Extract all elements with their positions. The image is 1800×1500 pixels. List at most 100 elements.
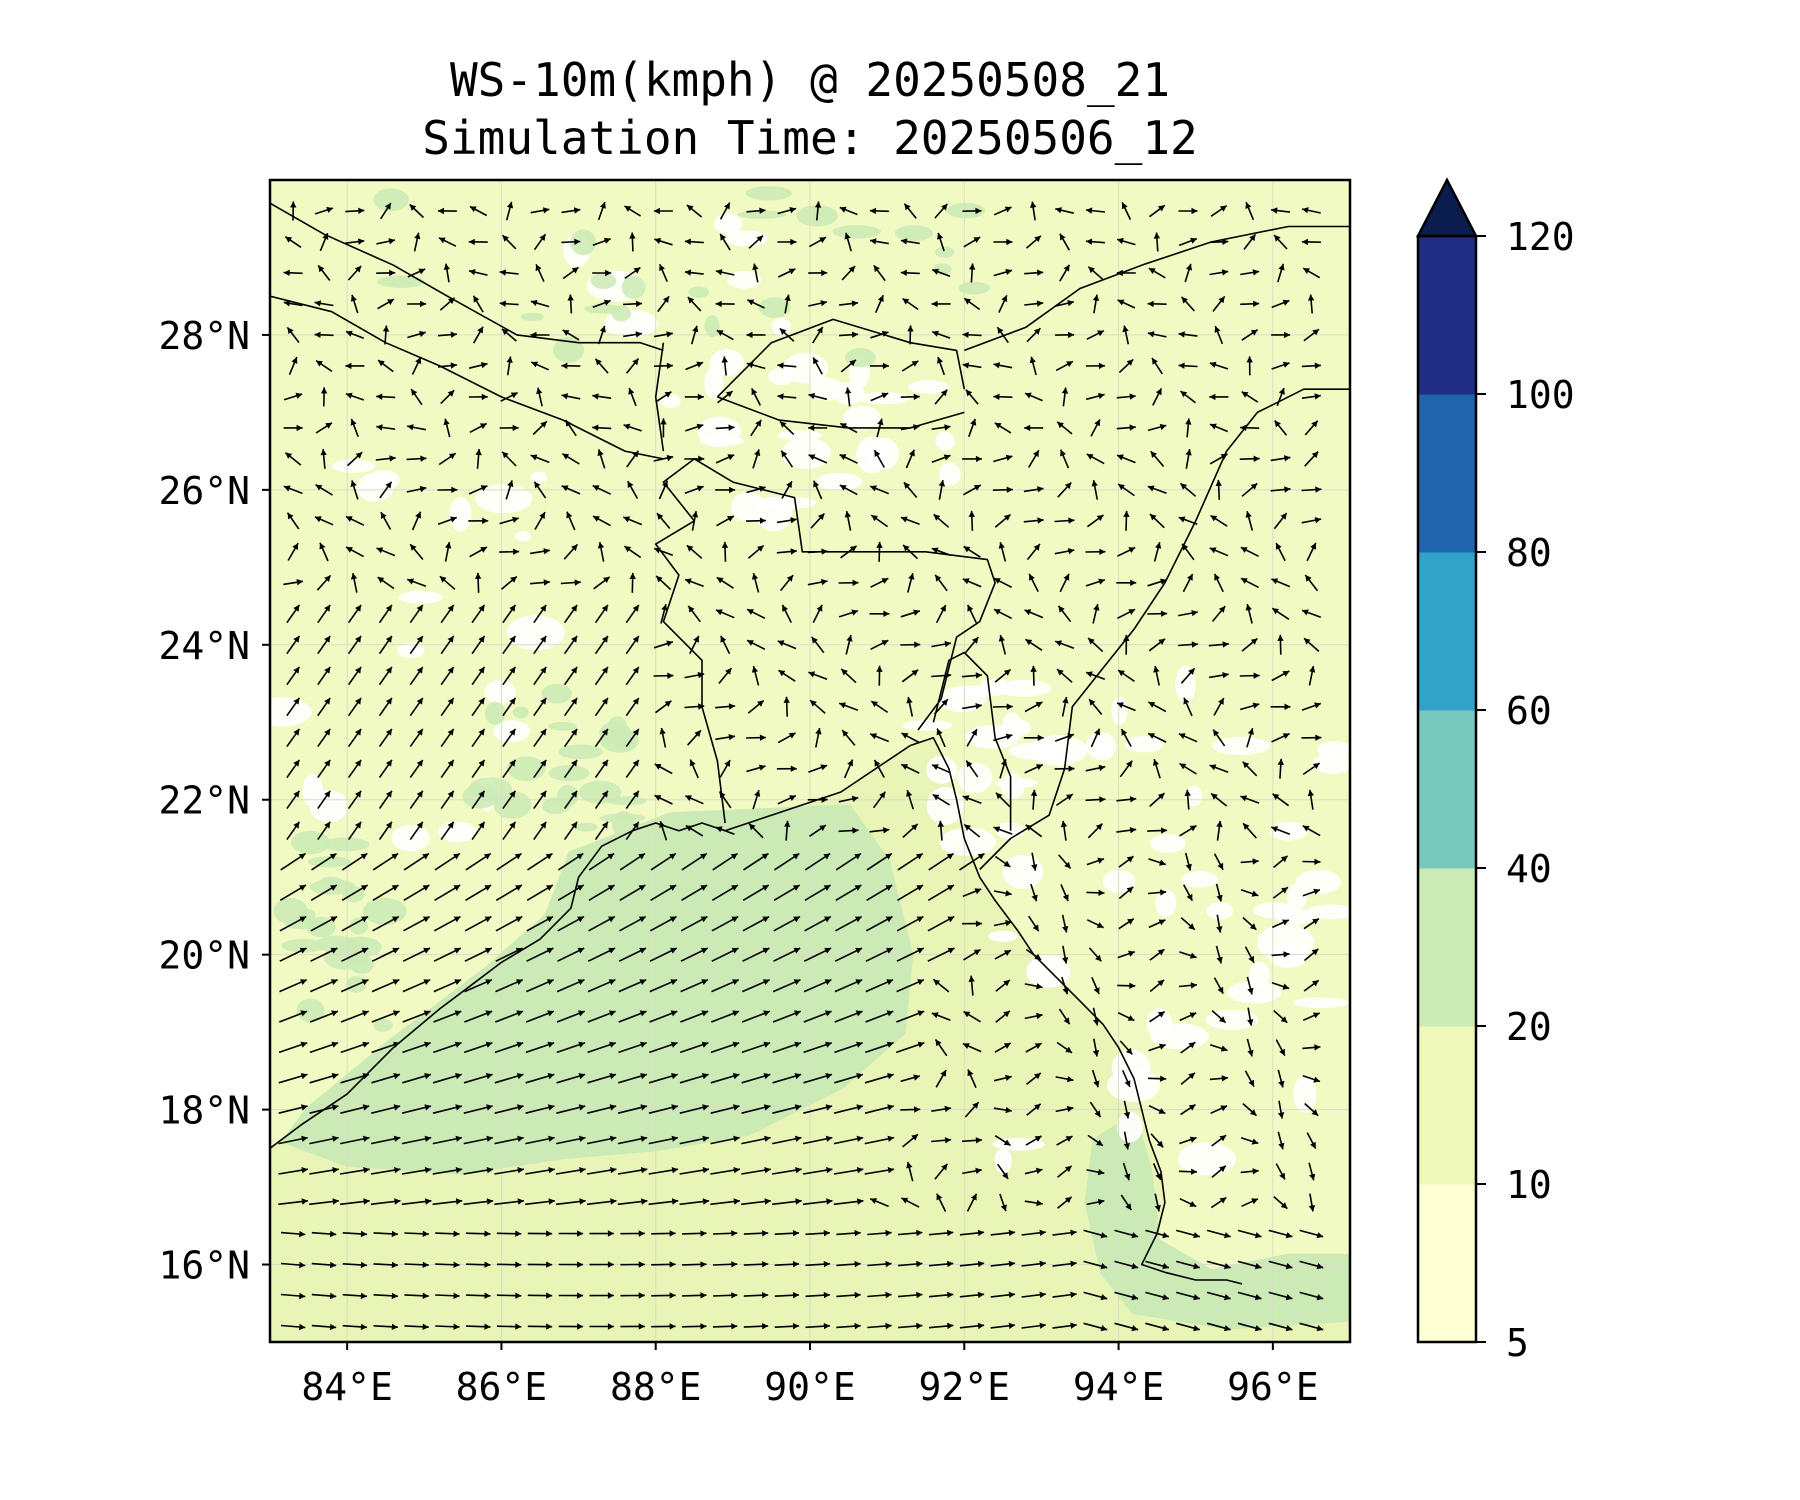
calm-wind-patch	[1175, 665, 1196, 703]
wind-arrow	[310, 915, 338, 932]
wind-arrow	[1301, 362, 1321, 369]
wind-arrow	[1179, 951, 1197, 959]
wind-arrow	[350, 418, 359, 438]
wind-arrow	[993, 608, 1013, 620]
wind-arrow	[618, 1010, 647, 1023]
wind-arrow	[689, 759, 699, 779]
wind-arrow	[1025, 1042, 1042, 1053]
wind-arrow	[563, 666, 578, 686]
wind-arrow	[345, 515, 365, 526]
wind-arrow	[597, 449, 606, 469]
colorbar-segment	[1418, 868, 1476, 1027]
wind-arrow	[501, 451, 517, 467]
wind-arrow	[1180, 1072, 1196, 1086]
wind-arrow	[1213, 853, 1224, 871]
wind-arrow	[1272, 793, 1290, 807]
wind-arrow	[869, 362, 889, 370]
wind-arrow	[933, 698, 949, 715]
calm-wind-patch	[699, 435, 744, 446]
wind-arrow	[864, 1073, 894, 1084]
wind-arrow	[1116, 393, 1136, 400]
wind-arrow	[962, 207, 982, 215]
calm-wind-patch	[449, 497, 472, 532]
wind-arrow	[903, 481, 918, 499]
wind-arrow	[649, 947, 678, 962]
wind-arrow	[317, 635, 331, 655]
wind-arrow	[494, 1167, 525, 1175]
wind-arrow	[773, 884, 801, 901]
wind-arrow	[1086, 1169, 1105, 1176]
calm-wind-patch	[768, 367, 795, 386]
wind-arrow	[376, 547, 396, 557]
wind-arrow	[466, 1261, 491, 1268]
wind-arrow	[592, 484, 612, 495]
wind-arrow	[286, 759, 301, 779]
wind-arrow	[407, 424, 427, 431]
wind-arrow	[686, 544, 703, 559]
wind-arrow	[372, 852, 399, 871]
wind-arrow	[902, 823, 919, 838]
wind-arrow	[835, 884, 862, 901]
moderate-wind-patch	[958, 281, 991, 295]
wind-arrow	[563, 635, 578, 655]
wind-arrow	[502, 697, 517, 717]
wind-arrow	[1213, 573, 1224, 593]
wind-arrow	[288, 356, 298, 376]
wind-arrow	[437, 362, 457, 369]
wind-arrow	[494, 1104, 524, 1114]
wind-arrow	[280, 1323, 306, 1331]
wind-arrow	[654, 763, 673, 775]
wind-arrow	[805, 1291, 830, 1299]
wind-arrow	[865, 915, 893, 932]
calm-wind-patch	[484, 679, 516, 704]
wind-arrow	[1057, 605, 1072, 623]
wind-arrow	[555, 1167, 586, 1175]
wind-arrow	[1118, 918, 1135, 930]
wind-arrow	[1056, 1196, 1073, 1209]
wind-arrow	[1182, 573, 1194, 593]
wind-arrow	[995, 979, 1011, 992]
wind-arrow	[586, 1198, 617, 1206]
wind-arrow	[1175, 1291, 1201, 1301]
wind-arrow	[409, 790, 424, 810]
wind-arrow	[962, 455, 982, 463]
wind-arrow	[1182, 884, 1194, 902]
wind-arrow	[278, 1073, 308, 1084]
wind-arrow	[1240, 424, 1260, 431]
wind-arrow	[833, 1104, 864, 1114]
wind-arrow	[341, 947, 369, 962]
wind-arrow	[903, 203, 917, 219]
wind-arrow	[1213, 697, 1225, 716]
wind-arrow	[1116, 424, 1136, 431]
wind-arrow	[750, 419, 762, 437]
wind-arrow	[1299, 1291, 1324, 1301]
wind-arrow	[649, 915, 677, 932]
wind-arrow	[1122, 325, 1130, 345]
wind-arrow	[994, 1042, 1012, 1053]
wind-arrow	[463, 1198, 494, 1206]
wind-arrow	[902, 544, 919, 560]
wind-arrow	[342, 1230, 368, 1238]
wind-arrow	[689, 635, 700, 655]
wind-arrow	[712, 1230, 738, 1237]
wind-arrow	[964, 1101, 980, 1118]
moderate-wind-patch	[373, 188, 409, 212]
wind-arrow	[316, 574, 332, 591]
wind-arrow	[1147, 331, 1167, 338]
wind-arrow	[719, 202, 731, 220]
wind-arrow	[278, 1167, 309, 1175]
wind-arrow	[1178, 610, 1198, 617]
wind-arrow	[777, 362, 797, 369]
wind-arrow	[872, 791, 886, 809]
wind-arrow	[1240, 269, 1260, 276]
wind-arrow	[347, 759, 362, 779]
wind-arrow	[1299, 1260, 1324, 1270]
wind-arrow	[1122, 1162, 1131, 1181]
wind-arrow	[560, 579, 581, 586]
wind-arrow	[779, 574, 794, 592]
wind-arrow	[1148, 701, 1167, 713]
wind-arrow	[931, 640, 952, 648]
wind-arrow	[934, 203, 949, 219]
wind-arrow	[586, 1135, 617, 1145]
wind-arrow	[654, 794, 673, 805]
